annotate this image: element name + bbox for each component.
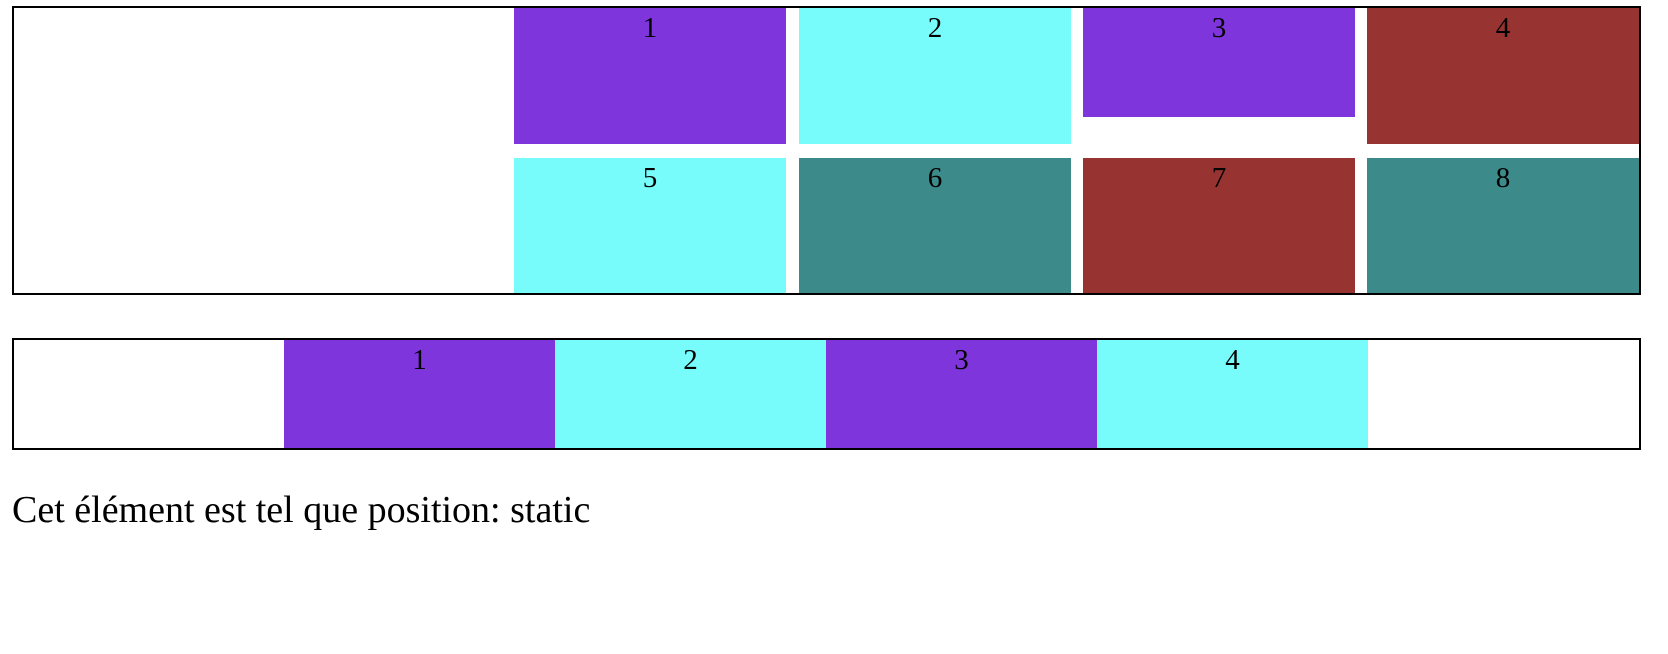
cell: 1	[284, 340, 555, 448]
cell: 3	[826, 340, 1097, 448]
cell: 1	[514, 8, 786, 144]
cell: 7	[1083, 158, 1355, 293]
caption: Cet élément est tel que position: static	[12, 489, 591, 531]
cell: 6	[799, 158, 1071, 293]
cell: 3	[1083, 8, 1355, 117]
cell: 4	[1097, 340, 1368, 448]
cell: 8	[1367, 158, 1639, 293]
cell: 5	[514, 158, 786, 293]
cell: 2	[555, 340, 826, 448]
cell: 2	[799, 8, 1071, 144]
cell: 4	[1367, 8, 1639, 144]
